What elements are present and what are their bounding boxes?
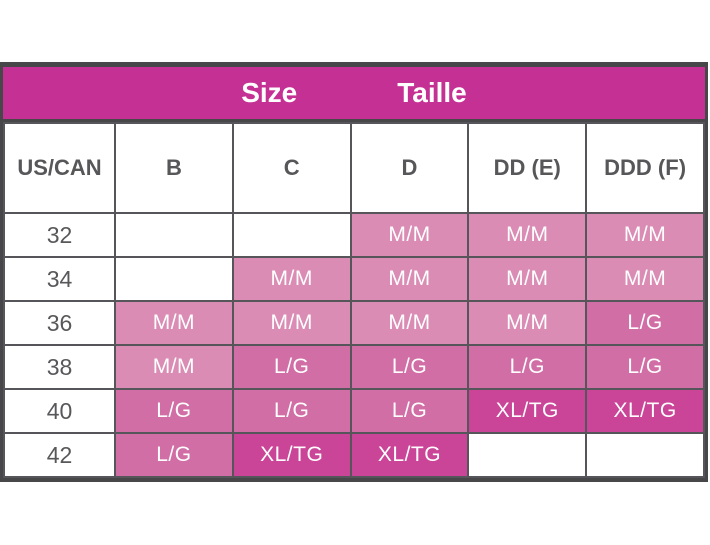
size-cell xyxy=(114,212,234,258)
size-cell: L/G xyxy=(231,344,352,390)
size-cell: L/G xyxy=(114,388,234,434)
size-cell xyxy=(585,432,705,478)
header-row: US/CAN B C D DD (E) DDD (F) xyxy=(3,122,705,214)
size-cell xyxy=(231,212,352,258)
row-label: 40 xyxy=(3,388,116,434)
column-header-ddd: DDD (F) xyxy=(585,122,705,214)
size-cell: XL/TG xyxy=(231,432,352,478)
table-row-32: 32 M/M M/M M/M xyxy=(3,212,705,258)
size-cell xyxy=(114,256,234,302)
table-row-38: 38 M/M L/G L/G L/G L/G xyxy=(3,344,705,390)
row-label: 32 xyxy=(3,212,116,258)
size-cell: M/M xyxy=(585,212,705,258)
taille-label: Taille xyxy=(397,77,467,108)
size-chart-title-band: Size Taille xyxy=(3,67,705,122)
size-cell: XL/TG xyxy=(585,388,705,434)
table-row-42: 42 L/G XL/TG XL/TG xyxy=(3,432,705,478)
column-header-d: D xyxy=(349,122,470,214)
size-cell xyxy=(467,432,588,478)
table-row-40: 40 L/G L/G L/G XL/TG XL/TG xyxy=(3,388,705,434)
size-cell: M/M xyxy=(467,256,588,302)
size-label: Size xyxy=(241,77,298,108)
size-cell: L/G xyxy=(231,388,352,434)
size-cell: M/M xyxy=(349,212,470,258)
size-cell: M/M xyxy=(585,256,705,302)
size-cell: M/M xyxy=(349,300,470,346)
table-row-34: 34 M/M M/M M/M M/M xyxy=(3,256,705,302)
size-cell: XL/TG xyxy=(349,432,470,478)
size-cell: L/G xyxy=(585,344,705,390)
size-cell: XL/TG xyxy=(467,388,588,434)
size-cell: L/G xyxy=(349,344,470,390)
size-cell: L/G xyxy=(467,344,588,390)
row-label: 42 xyxy=(3,432,116,478)
column-header-b: B xyxy=(114,122,234,214)
size-cell: M/M xyxy=(349,256,470,302)
size-cell: M/M xyxy=(467,300,588,346)
column-header-dd: DD (E) xyxy=(467,122,588,214)
column-header-uscan: US/CAN xyxy=(3,122,116,214)
size-cell: M/M xyxy=(231,300,352,346)
size-cell: L/G xyxy=(585,300,705,346)
table-row-36: 36 M/M M/M M/M M/M L/G xyxy=(3,300,705,346)
size-cell: L/G xyxy=(114,432,234,478)
row-label: 34 xyxy=(3,256,116,302)
size-table: US/CAN B C D DD (E) DDD (F) 32 M/M M/M M… xyxy=(3,122,705,478)
row-label: 36 xyxy=(3,300,116,346)
row-label: 38 xyxy=(3,344,116,390)
size-chart-table-container: Size Taille US/CAN B C D DD (E) DDD (F) xyxy=(0,62,708,482)
size-cell: M/M xyxy=(231,256,352,302)
size-cell: M/M xyxy=(114,300,234,346)
size-cell: L/G xyxy=(349,388,470,434)
column-header-c: C xyxy=(231,122,352,214)
size-cell: M/M xyxy=(114,344,234,390)
size-cell: M/M xyxy=(467,212,588,258)
